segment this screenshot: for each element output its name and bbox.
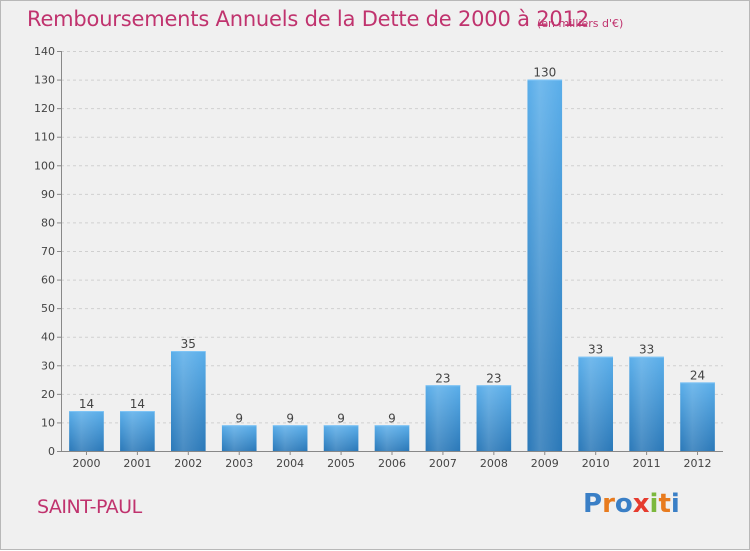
x-tick-label: 2004 bbox=[276, 457, 304, 470]
chart-title: Remboursements Annuels de la Dette de 20… bbox=[27, 7, 589, 31]
x-tick-label: 2008 bbox=[480, 457, 508, 470]
data-label: 23 bbox=[486, 371, 501, 385]
y-tick-label: 20 bbox=[41, 388, 55, 401]
chart-unit-subtitle: (en milliers d'€) bbox=[537, 17, 624, 30]
y-tick-label: 50 bbox=[41, 302, 55, 315]
bar-highlight bbox=[680, 382, 715, 451]
x-tick-label: 2003 bbox=[225, 457, 253, 470]
data-label: 24 bbox=[690, 368, 705, 382]
x-tick-label: 2001 bbox=[123, 457, 151, 470]
bar-highlight bbox=[578, 356, 614, 451]
y-tick-label: 60 bbox=[41, 274, 55, 287]
bar-highlight bbox=[425, 385, 461, 451]
x-tick-label: 2009 bbox=[531, 457, 559, 470]
x-tick-label: 2010 bbox=[582, 457, 610, 470]
data-label: 130 bbox=[533, 66, 556, 80]
bar-highlight bbox=[476, 385, 512, 451]
logo-letter: x bbox=[632, 489, 650, 519]
logo-letter: r bbox=[602, 489, 615, 519]
bar-highlight bbox=[272, 425, 308, 451]
x-tick-label: 2002 bbox=[174, 457, 202, 470]
bar-highlight bbox=[323, 425, 359, 451]
y-tick-label: 80 bbox=[41, 216, 55, 229]
data-label: 35 bbox=[181, 337, 196, 351]
y-tick-label: 110 bbox=[34, 131, 55, 144]
logo-letter: i bbox=[649, 489, 659, 519]
y-tick-label: 120 bbox=[34, 102, 55, 115]
proxiti-logo[interactable]: Proxiti bbox=[583, 489, 680, 519]
bar-highlight bbox=[629, 356, 664, 451]
x-tick-label: 2012 bbox=[684, 457, 712, 470]
data-label: 33 bbox=[639, 343, 654, 357]
bar-highlight bbox=[221, 425, 257, 451]
y-tick-label: 0 bbox=[48, 445, 55, 458]
x-tick-label: 2011 bbox=[633, 457, 661, 470]
x-tick-label: 2005 bbox=[327, 457, 355, 470]
data-label: 23 bbox=[435, 371, 450, 385]
y-tick-label: 30 bbox=[41, 359, 55, 372]
data-label: 33 bbox=[588, 343, 603, 357]
y-tick-label: 40 bbox=[41, 331, 55, 344]
bar-highlight bbox=[374, 425, 410, 451]
logo-letter: o bbox=[614, 489, 633, 519]
logo-letter: t bbox=[658, 489, 671, 519]
logo-letter: P bbox=[583, 489, 603, 519]
data-label: 9 bbox=[235, 411, 243, 425]
data-label: 14 bbox=[79, 397, 94, 411]
bar-highlight bbox=[69, 411, 104, 451]
y-tick-label: 140 bbox=[34, 45, 55, 58]
y-tick-label: 90 bbox=[41, 188, 55, 201]
data-label: 9 bbox=[388, 411, 396, 425]
x-tick-label: 2007 bbox=[429, 457, 457, 470]
data-label: 9 bbox=[337, 411, 345, 425]
x-tick-label: 2006 bbox=[378, 457, 406, 470]
y-tick-label: 130 bbox=[34, 74, 55, 87]
y-tick-label: 100 bbox=[34, 159, 55, 172]
data-label: 14 bbox=[130, 397, 145, 411]
y-tick-label: 70 bbox=[41, 245, 55, 258]
bar-highlight bbox=[120, 411, 155, 451]
y-tick-label: 10 bbox=[41, 416, 55, 429]
bar-highlight bbox=[527, 79, 563, 452]
data-label: 9 bbox=[286, 411, 294, 425]
x-tick-label: 2000 bbox=[72, 457, 100, 470]
logo-letter: i bbox=[670, 489, 680, 519]
bar-highlight bbox=[170, 351, 206, 451]
city-name: SAINT-PAUL bbox=[37, 496, 142, 518]
